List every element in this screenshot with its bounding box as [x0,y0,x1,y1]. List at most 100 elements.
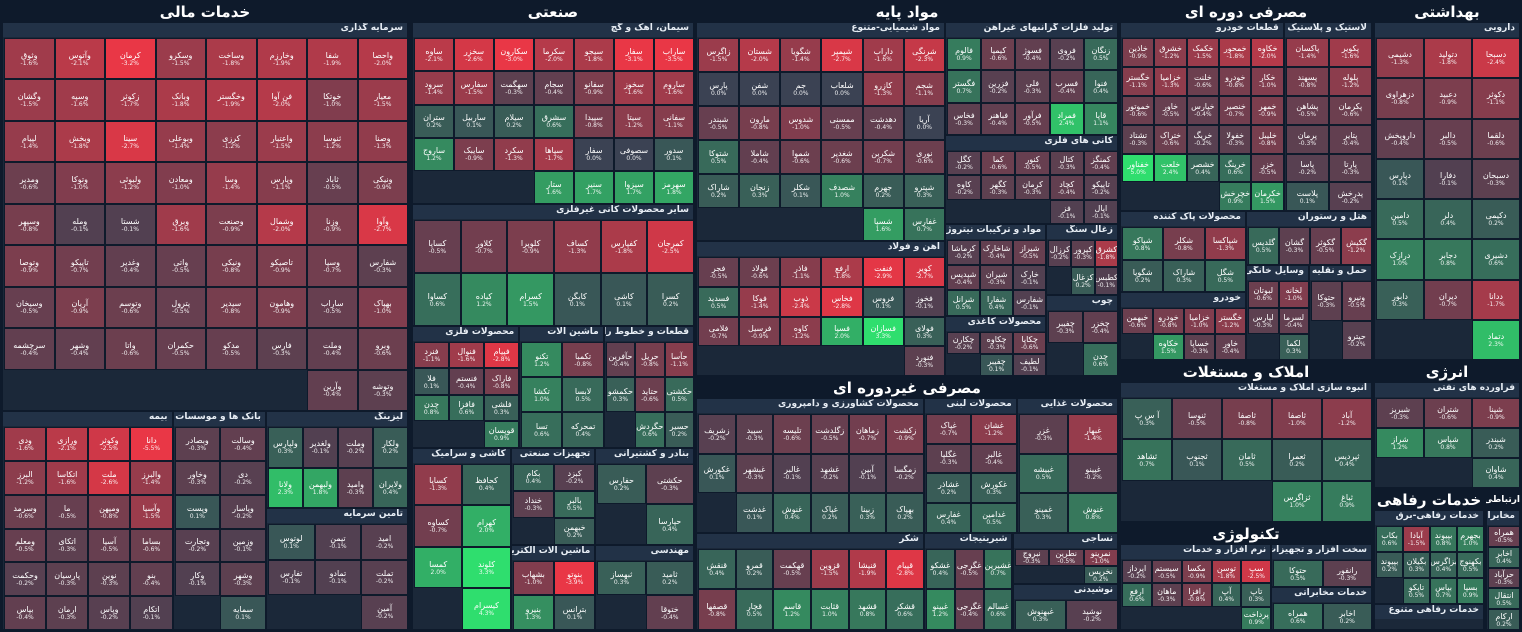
symbol-tile[interactable]: دالبر -0.5% [1424,118,1472,159]
symbol-tile[interactable]: ثاصفا -1.0% [1272,398,1322,440]
symbol-tile[interactable]: سدور 0.1% [654,137,694,172]
symbol-tile[interactable]: ثنوسا -1.2% [307,120,358,163]
symbol-tile[interactable]: بساما -0.6% [130,528,173,563]
symbol-tile[interactable]: ماهان -0.3% [1151,583,1182,607]
symbol-tile[interactable]: دیران -0.7% [1424,279,1472,320]
symbol-tile[interactable]: فولاد -0.6% [739,257,781,288]
symbol-tile[interactable]: اتکای -0.3% [46,528,89,563]
symbol-tile[interactable]: آمین -0.2% [361,594,408,630]
symbol-tile[interactable]: شسپا 1.6% [862,207,904,242]
symbol-tile[interactable]: سپید -0.3% [735,414,774,454]
symbol-tile[interactable]: سفار 0.0% [574,137,614,172]
symbol-tile[interactable]: غپینو -0.2% [1068,453,1118,494]
symbol-tile[interactable]: فرسیل -0.9% [739,316,781,347]
symbol-tile[interactable]: فسازان 3.3% [862,316,904,347]
symbol-tile[interactable]: کمسا 2.0% [414,546,463,589]
symbol-tile[interactable]: شیراز -0.5% [1013,239,1047,266]
symbol-tile[interactable]: شلعاب 0.0% [821,71,863,106]
symbol-tile[interactable]: بنو -0.4% [130,562,173,597]
symbol-tile[interactable]: سایبک -0.9% [454,137,494,172]
symbol-tile[interactable]: فنوا 0.4% [1083,70,1118,103]
symbol-tile[interactable]: تاپکو 0.5% [1403,577,1430,604]
symbol-tile[interactable]: ولبوئی -1.2% [105,162,156,204]
symbol-tile[interactable]: فمراد 2.4% [1049,102,1084,136]
symbol-tile[interactable]: دجابر 0.8% [1424,239,1472,280]
symbol-tile[interactable]: بنیرو 1.3% [512,595,554,630]
symbol-tile[interactable]: وسیخان -0.5% [4,286,55,329]
symbol-tile[interactable]: دلر 0.4% [1424,199,1472,240]
symbol-tile[interactable]: ومعادن -1.0% [155,162,206,204]
symbol-tile[interactable]: وشمال -2.0% [256,203,307,246]
symbol-tile[interactable]: شکلر 0.1% [780,173,822,208]
symbol-tile[interactable]: شفا -1.9% [307,38,358,80]
symbol-tile[interactable]: سکارون -3.0% [494,38,534,72]
symbol-tile[interactable]: فافزا 0.6% [449,394,485,422]
symbol-tile[interactable]: لوتوس 0.1% [267,524,315,560]
symbol-tile[interactable]: کگل -0.2% [946,151,982,176]
symbol-tile[interactable]: فسرب -0.4% [1049,70,1084,103]
symbol-tile[interactable]: خبهمن -0.6% [1122,308,1153,335]
symbol-tile[interactable]: کزغال 0.2% [1071,267,1095,295]
symbol-tile[interactable]: نمرینو -1.0% [1083,548,1118,567]
symbol-tile[interactable]: خلیبل -0.8% [1251,124,1284,154]
symbol-tile[interactable]: وصنعت -0.9% [206,203,257,246]
symbol-tile[interactable]: دعبید -0.9% [1424,78,1472,119]
symbol-tile[interactable]: وکوثر -2.5% [88,427,131,461]
symbol-tile[interactable]: دابور 0.3% [1376,279,1424,320]
symbol-tile[interactable]: تپمن -0.1% [314,524,362,560]
symbol-tile[interactable]: دسبحا -2.4% [1472,38,1520,79]
symbol-tile[interactable]: واحصا -2.0% [357,38,408,80]
symbol-tile[interactable]: واعتبار -1.5% [256,120,307,163]
symbol-tile[interactable]: دلقما -0.6% [1472,118,1520,159]
symbol-tile[interactable]: وبوعلی -1.4% [155,120,206,163]
symbol-tile[interactable]: شاملا -0.4% [739,139,781,174]
symbol-tile[interactable]: ونیکی -0.8% [206,245,257,287]
symbol-tile[interactable]: بگیلان 0.3% [1403,551,1430,578]
symbol-tile[interactable]: حکشتی 0.5% [664,377,694,413]
symbol-tile[interactable]: سهرمز 1.8% [654,171,694,205]
symbol-tile[interactable]: کپرور -0.3% [1071,239,1095,268]
symbol-tile[interactable]: ثشاهد 0.7% [1122,439,1172,481]
symbol-tile[interactable]: کاشی 0.1% [600,273,648,326]
symbol-tile[interactable]: جهرم 0.2% [862,173,904,208]
symbol-tile[interactable]: لپارس -0.3% [1248,307,1279,334]
symbol-tile[interactable]: ساربیل 0.1% [454,104,494,138]
symbol-tile[interactable]: زکشت -0.9% [886,414,924,454]
symbol-tile[interactable]: ثاباد -0.5% [307,162,358,204]
symbol-tile[interactable]: غدامین 0.5% [971,502,1017,533]
symbol-tile[interactable]: کمنگز -0.4% [1083,151,1118,176]
symbol-tile[interactable]: وثوق -1.6% [4,38,55,80]
symbol-tile[interactable]: وبصادر -0.3% [174,427,221,461]
symbol-tile[interactable]: چکاپا -0.6% [1013,331,1047,354]
symbol-tile[interactable]: خارک -0.1% [1013,265,1047,291]
symbol-tile[interactable]: پترول -0.5% [155,286,206,329]
symbol-tile[interactable]: تشتاد -0.3% [1122,124,1155,154]
symbol-tile[interactable]: بزاگرس 0.4% [1430,551,1457,578]
symbol-tile[interactable]: پلوله -1.2% [1328,66,1372,96]
symbol-tile[interactable]: حکمران -0.5% [155,328,206,370]
symbol-tile[interactable]: مکسا -0.9% [1181,560,1212,584]
symbol-tile[interactable]: ستران 0.2% [414,104,454,138]
symbol-tile[interactable]: پارسیان -0.3% [46,562,89,597]
symbol-tile[interactable]: ومله -0.1% [54,203,105,246]
symbol-tile[interactable]: دامین 0.5% [1376,199,1424,240]
symbol-tile[interactable]: غفارس 0.4% [925,502,972,533]
symbol-tile[interactable]: خلنت -0.6% [1186,66,1220,96]
symbol-tile[interactable]: سنیر 1.7% [574,171,614,205]
symbol-tile[interactable]: پارتا -0.3% [1328,153,1372,183]
symbol-tile[interactable]: کیاده 1.2% [460,273,508,326]
symbol-tile[interactable]: اخابر 0.2% [1322,603,1372,630]
symbol-tile[interactable]: ارفع 0.6% [1122,583,1152,607]
symbol-tile[interactable]: تاصیکو -0.9% [256,245,307,287]
symbol-tile[interactable]: وپست 0.1% [174,494,221,529]
symbol-tile[interactable]: حپارسا 0.4% [645,504,694,545]
symbol-tile[interactable]: فنفت -2.9% [862,257,904,288]
symbol-tile[interactable]: آسیا -0.5% [88,528,131,563]
symbol-tile[interactable]: ساراب -0.5% [307,286,358,329]
symbol-tile[interactable]: شصدف 1.0% [821,173,863,208]
symbol-tile[interactable]: خودرو -0.8% [1153,308,1184,335]
symbol-tile[interactable]: کچاد -0.4% [1049,175,1084,200]
symbol-tile[interactable]: آبادا -1.5% [1403,526,1430,552]
symbol-tile[interactable]: غدشت 0.1% [735,493,774,533]
symbol-tile[interactable]: تاپ 0.3% [1241,583,1272,607]
